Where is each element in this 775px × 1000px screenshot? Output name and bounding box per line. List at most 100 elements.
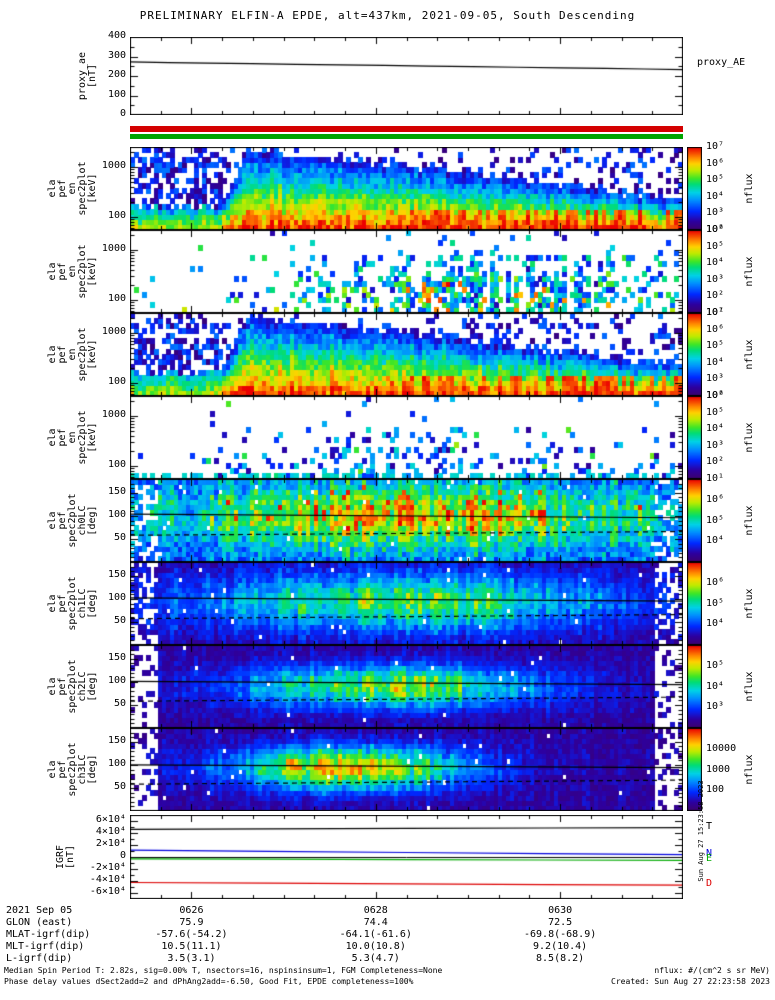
y-tick-label: 400 bbox=[107, 30, 126, 41]
y-tick-label: 100 bbox=[107, 591, 126, 603]
annotation-value: -64.1(-61.6) bbox=[339, 929, 412, 940]
y-tick-label: 1000 bbox=[101, 159, 126, 171]
annotation-value: -69.8(-68.9) bbox=[523, 929, 597, 940]
colorbar-title: nflux bbox=[744, 754, 755, 785]
colorbar-tick-label: 10⁶ bbox=[706, 224, 725, 235]
y-tick-label: 4×10⁴ bbox=[95, 826, 126, 837]
time-tick-label: 0628 bbox=[363, 905, 388, 916]
annotation-row-label: GLON (east) bbox=[6, 917, 73, 928]
y-tick-label: 6×10⁴ bbox=[95, 814, 126, 825]
annotation-value: 72.5 bbox=[548, 917, 573, 928]
y-tick-label: 100 bbox=[107, 508, 126, 520]
annotation-value: 3.5(3.1) bbox=[167, 953, 216, 964]
colorbar-tick-label: 10⁶ bbox=[706, 390, 725, 401]
y-tick-label: 50 bbox=[113, 780, 126, 792]
y-tick-label: 1000 bbox=[101, 408, 126, 420]
colorbar-pitch-ch0 bbox=[687, 479, 702, 562]
pitch-angle-spectrogram-ch0 bbox=[130, 479, 683, 562]
colorbar-tick-label: 10⁴ bbox=[706, 680, 725, 692]
y-tick-label: 100 bbox=[107, 88, 126, 100]
colorbar-tick-label: 10⁵ bbox=[706, 340, 725, 352]
colorbar-tick-label: 10⁴ bbox=[706, 257, 725, 269]
colorbar-tick-label: 10³ bbox=[706, 207, 725, 219]
energy-spectrogram-panel-2 bbox=[130, 230, 683, 313]
pitch-angle-spectrogram-ch3 bbox=[130, 728, 683, 811]
y-tick-label: 100 bbox=[107, 209, 126, 221]
igrf-series-label-D: D bbox=[706, 878, 713, 890]
colorbar-tick-label: 10² bbox=[706, 290, 725, 302]
y-tick-label: 100 bbox=[107, 674, 126, 686]
pitch-angle-spectrogram-ch2 bbox=[130, 645, 683, 728]
annotation-value: 10.5(11.1) bbox=[161, 941, 222, 952]
y-tick-label: -6×10⁴ bbox=[89, 886, 126, 897]
proxy-ae-right-label: proxy_AE bbox=[697, 57, 746, 68]
colorbar-tick-label: 100 bbox=[706, 784, 725, 796]
colorbar-energy-1 bbox=[687, 147, 702, 230]
colorbar-tick-label: 10¹ bbox=[706, 307, 725, 318]
annotation-value: 75.9 bbox=[179, 917, 204, 928]
y-tick-label: 100 bbox=[107, 375, 126, 387]
annotation-row-label: MLAT-igrf(dip) bbox=[6, 929, 91, 940]
colorbar-pitch-ch3 bbox=[687, 728, 702, 811]
colorbar-tick-label: 10⁴ bbox=[706, 535, 725, 547]
colorbar-tick-label: 1000 bbox=[706, 763, 731, 775]
colorbar-tick-label: 10⁵ bbox=[706, 597, 725, 609]
time-tick-label: 0626 bbox=[179, 905, 204, 916]
quality-flag-bar-green bbox=[130, 134, 683, 139]
colorbar-title: nflux bbox=[744, 173, 755, 204]
y-tick-label: 150 bbox=[107, 568, 126, 580]
y-tick-label: 1000 bbox=[101, 325, 126, 337]
igrf-series-label-E: E bbox=[706, 853, 713, 865]
colorbar-tick-label: 10² bbox=[706, 224, 725, 235]
annotation-value: 10.0(10.8) bbox=[345, 941, 406, 952]
y-tick-label: 50 bbox=[113, 531, 126, 543]
y-tick-label: 2×10⁴ bbox=[95, 838, 126, 849]
annotation-value: 74.4 bbox=[363, 917, 388, 928]
y-tick-label: 150 bbox=[107, 485, 126, 497]
colorbar-tick-label: 10⁵ bbox=[706, 174, 725, 186]
colorbar-title: nflux bbox=[744, 256, 755, 287]
y-tick-label: -2×10⁴ bbox=[89, 862, 126, 873]
annotation-value: 5.3(4.7) bbox=[351, 953, 400, 964]
footer-line-1: Median Spin Period T: 2.82s, sig=0.00% T… bbox=[4, 966, 443, 975]
y-tick-label: 150 bbox=[107, 651, 126, 663]
igrf-line-panel bbox=[130, 815, 683, 899]
y-axis-label-igrf: IGRF [nT] bbox=[55, 844, 76, 870]
y-tick-label: 50 bbox=[113, 697, 126, 709]
colorbar-pitch-ch2 bbox=[687, 645, 702, 728]
date-label: 2021 Sep 05 bbox=[6, 905, 73, 916]
colorbar-tick-label: 10² bbox=[706, 456, 725, 468]
colorbar-energy-2 bbox=[687, 230, 702, 313]
y-tick-label: 100 bbox=[107, 757, 126, 769]
colorbar-tick-label: 10³ bbox=[706, 273, 725, 285]
y-tick-label: 1000 bbox=[101, 242, 126, 254]
annotation-value: 9.2(10.4) bbox=[533, 941, 588, 952]
colorbar-tick-label: 10⁶ bbox=[706, 323, 725, 335]
quality-flag-bar-red bbox=[130, 126, 683, 132]
y-tick-label: 0 bbox=[119, 108, 126, 119]
y-tick-label: 150 bbox=[107, 734, 126, 746]
y-tick-label: 50 bbox=[113, 614, 126, 626]
time-tick-label: 0630 bbox=[548, 905, 573, 916]
y-tick-label: 300 bbox=[107, 49, 126, 61]
energy-spectrogram-panel-3 bbox=[130, 313, 683, 396]
colorbar-tick-label: 10⁷ bbox=[706, 307, 725, 318]
energy-spectrogram-panel-4 bbox=[130, 396, 683, 479]
colorbar-tick-label: 10⁶ bbox=[706, 576, 725, 588]
colorbar-title: nflux bbox=[744, 588, 755, 619]
colorbar-tick-label: 10⁵ bbox=[706, 406, 725, 418]
colorbar-tick-label: 10⁵ bbox=[706, 659, 725, 671]
y-tick-label: 100 bbox=[107, 292, 126, 304]
igrf-series-label-T: T bbox=[706, 820, 713, 832]
colorbar-tick-label: 10⁴ bbox=[706, 423, 725, 435]
colorbar-tick-label: 10⁴ bbox=[706, 356, 725, 368]
colorbar-title: nflux bbox=[744, 422, 755, 453]
y-tick-label: 100 bbox=[107, 458, 126, 470]
annotation-value: 8.5(8.2) bbox=[536, 953, 585, 964]
colorbar-tick-label: 10000 bbox=[706, 742, 737, 754]
colorbar-tick-label: 10² bbox=[706, 390, 725, 401]
proxy-ae-line-panel bbox=[130, 37, 683, 115]
colorbar-tick-label: 10⁶ bbox=[706, 157, 725, 169]
colorbar-tick-label: 10¹ bbox=[706, 473, 725, 484]
